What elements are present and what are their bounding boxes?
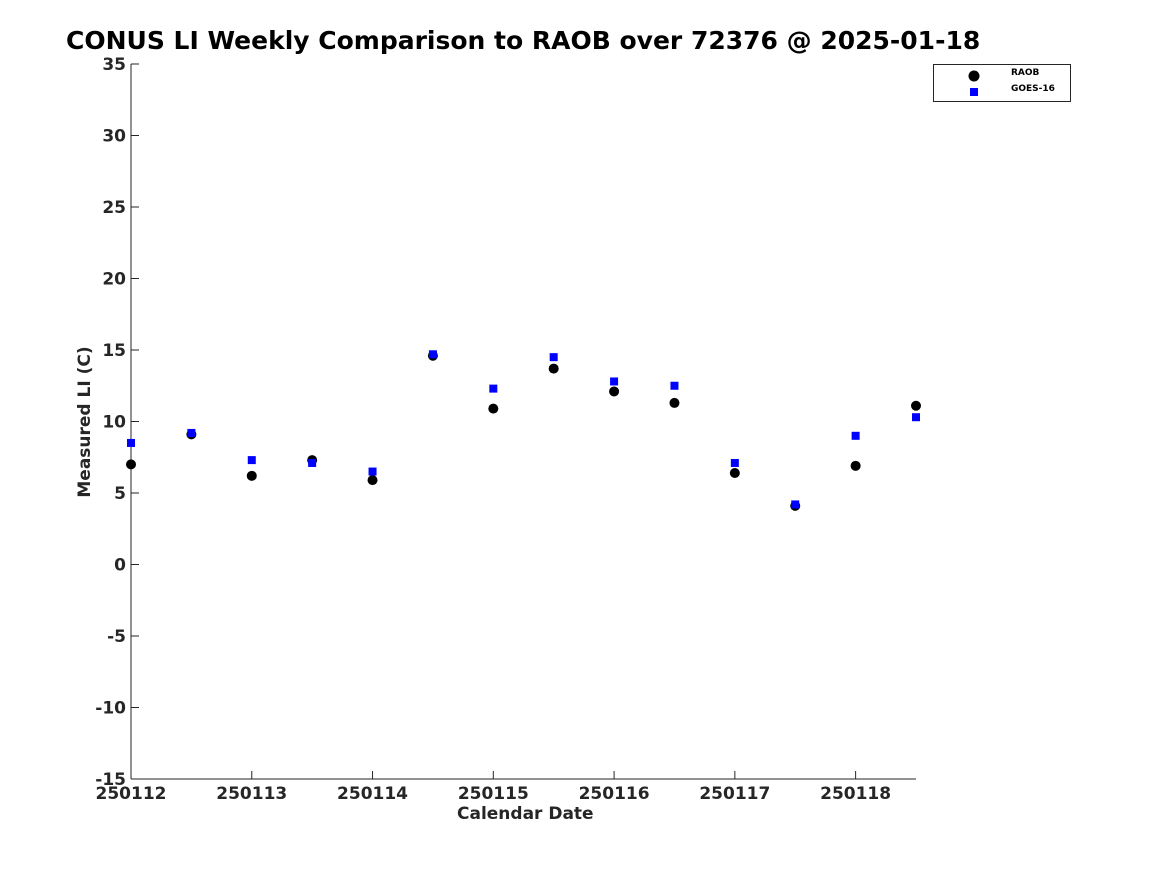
x-tick-label: 250114 bbox=[337, 784, 408, 804]
data-point-goes16 bbox=[428, 350, 437, 359]
data-point-goes16 bbox=[308, 458, 317, 467]
x-tick-label: 250118 bbox=[820, 784, 891, 804]
data-point-raob bbox=[729, 467, 740, 478]
data-point-goes16 bbox=[730, 458, 739, 467]
legend-label-goes16: GOES-16 bbox=[1011, 84, 1055, 94]
data-point-raob bbox=[548, 363, 559, 374]
y-tick-label: 15 bbox=[102, 341, 126, 361]
y-tick-label: 35 bbox=[102, 55, 126, 75]
y-tick-label: 30 bbox=[102, 127, 126, 147]
y-tick-label: -5 bbox=[107, 627, 126, 647]
x-tick-label: 250115 bbox=[458, 784, 529, 804]
data-point-raob bbox=[126, 459, 136, 470]
y-tick-label: -15 bbox=[95, 770, 126, 790]
data-point-goes16 bbox=[247, 456, 256, 465]
chart-title: CONUS LI Weekly Comparison to RAOB over … bbox=[66, 26, 981, 55]
data-point-goes16 bbox=[489, 384, 498, 393]
legend-marker-goes16 bbox=[970, 88, 978, 96]
x-tick-label: 250117 bbox=[699, 784, 770, 804]
y-tick-label: 20 bbox=[102, 270, 126, 290]
x-tick-label: 250113 bbox=[216, 784, 287, 804]
data-point-goes16 bbox=[549, 353, 558, 362]
x-axis-label: Calendar Date bbox=[457, 804, 594, 824]
x-tick-label: 250112 bbox=[96, 784, 167, 804]
data-point-raob bbox=[911, 400, 921, 411]
y-tick-label: 5 bbox=[114, 484, 126, 504]
data-point-goes16 bbox=[912, 413, 920, 422]
data-point-raob bbox=[246, 470, 257, 481]
data-point-raob bbox=[850, 460, 861, 471]
legend-item-goes16: GOES-16 bbox=[934, 84, 1070, 98]
data-point-goes16 bbox=[610, 377, 619, 386]
data-point-goes16 bbox=[187, 428, 196, 437]
data-point-goes16 bbox=[851, 431, 860, 440]
data-point-goes16 bbox=[127, 438, 135, 447]
data-point-raob bbox=[609, 386, 620, 397]
y-tick-label: -10 bbox=[95, 699, 126, 719]
data-point-raob bbox=[488, 403, 499, 414]
data-point-raob bbox=[367, 475, 378, 486]
y-tick-label: 25 bbox=[102, 198, 126, 218]
data-point-goes16 bbox=[791, 500, 800, 509]
y-tick-label: 0 bbox=[114, 556, 126, 576]
legend-item-raob: RAOB bbox=[934, 68, 1070, 82]
x-tick-label: 250116 bbox=[579, 784, 650, 804]
y-axis-label: Measured LI (C) bbox=[75, 346, 95, 498]
data-point-goes16 bbox=[670, 381, 679, 390]
legend: RAOB GOES-16 bbox=[933, 64, 1071, 102]
data-point-raob bbox=[669, 397, 680, 408]
legend-label-raob: RAOB bbox=[1011, 68, 1040, 78]
data-point-goes16 bbox=[368, 467, 377, 476]
legend-marker-raob bbox=[968, 70, 980, 82]
y-tick-label: 10 bbox=[102, 413, 126, 433]
